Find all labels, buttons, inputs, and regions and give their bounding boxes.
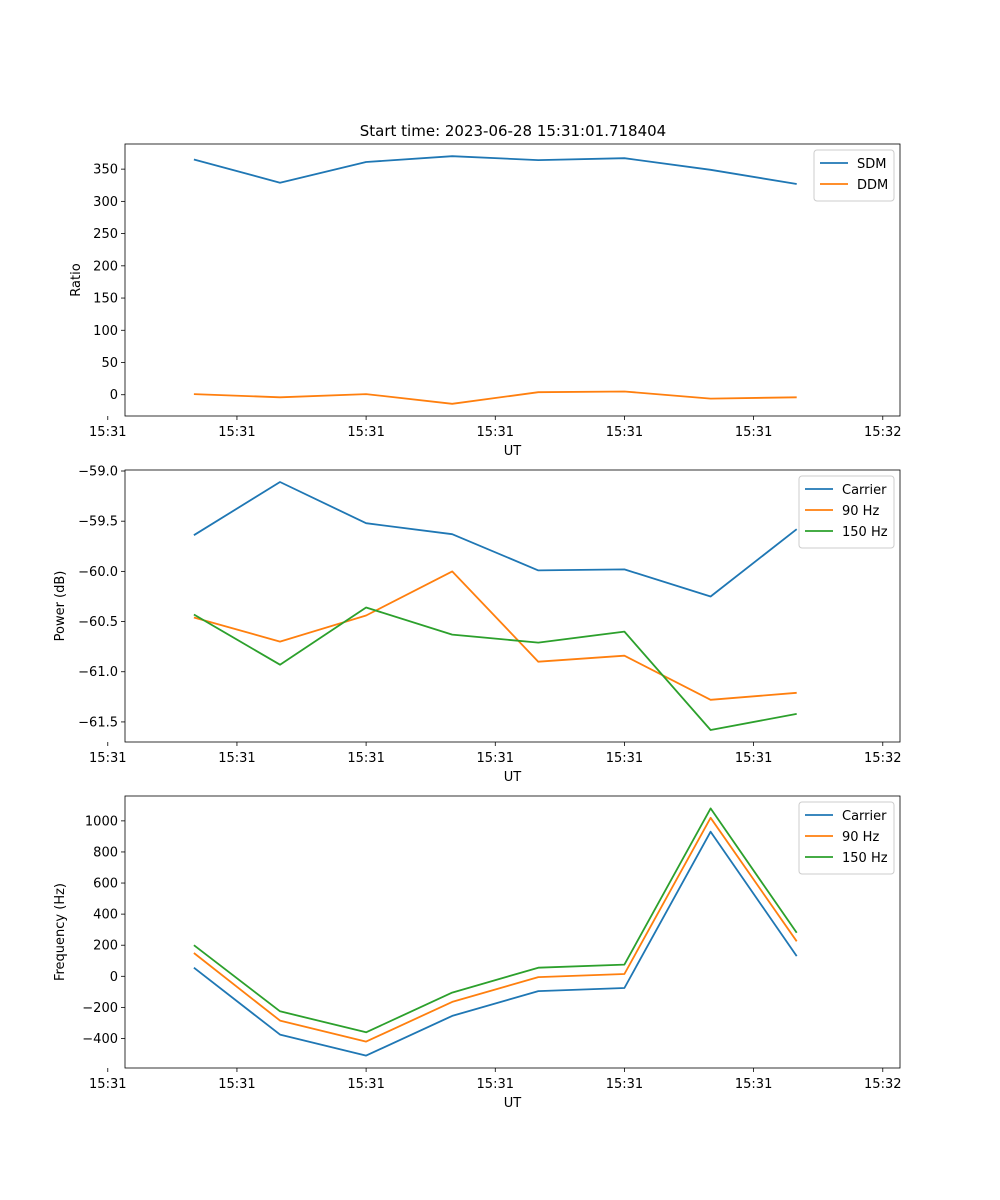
legend-label: Carrier [842, 483, 887, 498]
x-tick-label: 15:31 [735, 425, 772, 440]
x-tick-label: 15:31 [347, 751, 384, 766]
y-tick-label: 50 [101, 356, 118, 371]
series-line-carrier [193, 481, 798, 598]
x-tick-label: 15:31 [735, 1077, 772, 1092]
x-tick-label: 15:32 [864, 751, 901, 766]
legend-label: 90 Hz [842, 830, 879, 845]
y-axis-label: Frequency (Hz) [53, 883, 68, 981]
y-tick-label: 150 [93, 292, 118, 307]
x-tick-label: 15:31 [477, 1077, 514, 1092]
x-axis-label: UT [504, 1096, 522, 1111]
y-tick-label: 0 [110, 388, 118, 403]
x-tick-label: 15:31 [606, 425, 643, 440]
series-line-150-hz [193, 807, 798, 1034]
y-tick-label: 600 [93, 877, 118, 892]
y-tick-label: −400 [82, 1032, 118, 1047]
y-tick-label: −61.5 [78, 715, 118, 730]
legend-label: SDM [857, 157, 886, 172]
legend-label: 150 Hz [842, 851, 888, 866]
x-axis-label: UT [504, 444, 522, 459]
x-tick-label: 15:31 [735, 751, 772, 766]
y-tick-label: −60.0 [78, 565, 118, 580]
x-tick-label: 15:31 [218, 425, 255, 440]
legend-label: DDM [857, 178, 888, 193]
x-axis-label: UT [504, 770, 522, 785]
x-tick-label: 15:31 [218, 1077, 255, 1092]
x-tick-label: 15:31 [477, 751, 514, 766]
axes-frame [124, 795, 901, 1069]
series-line-90-hz [193, 570, 797, 701]
series-line-carrier [193, 830, 798, 1057]
x-tick-label: 15:31 [477, 425, 514, 440]
y-tick-label: 1000 [85, 814, 118, 829]
y-axis-label: Power (dB) [53, 571, 68, 642]
x-tick-label: 15:31 [89, 751, 126, 766]
figure-title: Start time: 2023-06-28 15:31:01.718404 [360, 122, 666, 140]
x-tick-label: 15:31 [218, 751, 255, 766]
x-tick-label: 15:31 [89, 1077, 126, 1092]
series-line-sdm [193, 155, 797, 185]
x-tick-label: 15:32 [864, 1077, 901, 1092]
y-tick-label: −59.5 [78, 515, 118, 530]
y-tick-label: 100 [93, 324, 118, 339]
y-tick-label: −61.0 [78, 665, 118, 680]
x-tick-label: 15:31 [347, 425, 384, 440]
legend-label: Carrier [842, 809, 887, 824]
x-tick-label: 15:31 [347, 1077, 384, 1092]
y-tick-label: 300 [93, 195, 118, 210]
legend-label: 150 Hz [842, 525, 888, 540]
series-line-150-hz [193, 606, 797, 731]
x-tick-label: 15:32 [864, 425, 901, 440]
panel-power: 15:31 15:31 15:31 15:31 15:31 15:31 15:32 −59.0… [53, 465, 902, 785]
series-line-ddm [193, 390, 797, 405]
legend-label: 90 Hz [842, 504, 879, 519]
y-tick-label: −60.5 [78, 615, 118, 630]
y-tick-label: −59.0 [78, 465, 118, 480]
panel-frequency: 15:31 15:31 15:31 15:31 15:31 15:31 15:32 −400 −… [53, 795, 902, 1111]
y-axis-label: Ratio [69, 263, 84, 296]
y-tick-label: 800 [93, 845, 118, 860]
y-tick-label: 250 [93, 227, 118, 242]
panel-ratio: 15:31 15:31 15:31 15:31 15:31 15:31 15:32 0 50 10… [69, 143, 902, 459]
x-tick-label: 15:31 [606, 1077, 643, 1092]
y-tick-label: 0 [110, 970, 118, 985]
axes-frame [124, 143, 901, 417]
y-tick-label: 200 [93, 939, 118, 954]
y-tick-label: 350 [93, 163, 118, 178]
legend-box [798, 475, 895, 549]
legend-box [798, 801, 895, 875]
axes-frame [124, 469, 901, 743]
series-line-90-hz [193, 816, 798, 1043]
y-tick-label: −200 [82, 1001, 118, 1016]
y-tick-label: 400 [93, 908, 118, 923]
y-tick-label: 200 [93, 259, 118, 274]
x-tick-label: 15:31 [89, 425, 126, 440]
x-tick-label: 15:31 [606, 751, 643, 766]
